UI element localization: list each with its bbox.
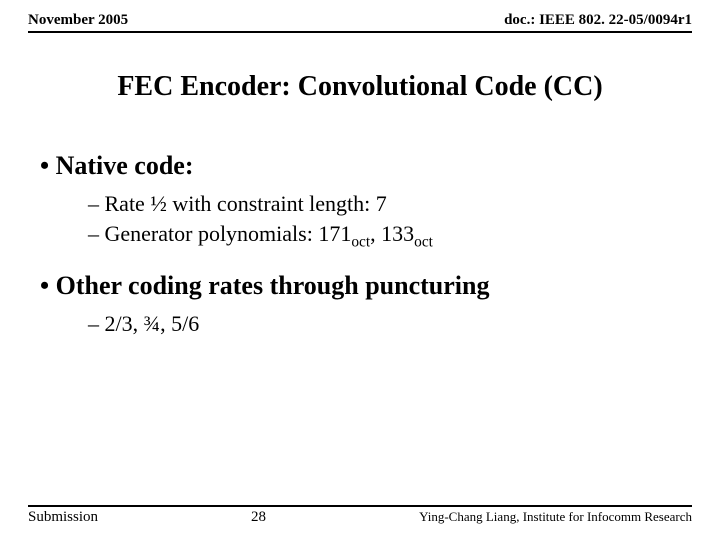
header-rule [28,31,692,33]
slide-footer: Submission 28 Ying-Chang Liang, Institut… [0,505,720,526]
sub-item-generator: – Generator polynomials: 171oct, 133oct [88,219,680,253]
bullet-native-code: • Native code: [40,151,680,181]
slide-content: • Native code: – Rate ½ with constraint … [0,103,720,339]
gen-prefix: – Generator polynomials: 171 [88,221,351,246]
gen-mid: , 133 [370,221,414,246]
footer-author: Ying-Chang Liang, Institute for Infocomm… [419,509,692,525]
sub-list-native: – Rate ½ with constraint length: 7 – Gen… [40,189,680,253]
gen-sub-oct2: oct [414,233,433,250]
footer-rule [28,505,692,507]
sub-item-rates: – 2/3, ¾, 5/6 [88,309,680,339]
slide-title: FEC Encoder: Convolutional Code (CC) [0,71,720,103]
footer-row: Submission 28 Ying-Chang Liang, Institut… [28,509,692,526]
gen-sub-oct1: oct [351,233,370,250]
sub-list-other: – 2/3, ¾, 5/6 [40,309,680,339]
footer-submission: Submission [28,509,98,526]
slide-header: November 2005 doc.: IEEE 802. 22-05/0094… [0,0,720,31]
header-doc-id: doc.: IEEE 802. 22-05/0094r1 [504,12,692,29]
sub-item-rate: – Rate ½ with constraint length: 7 [88,189,680,219]
header-date: November 2005 [28,12,128,29]
bullet-other-rates: • Other coding rates through puncturing [40,271,680,301]
footer-page-number: 28 [251,509,266,526]
